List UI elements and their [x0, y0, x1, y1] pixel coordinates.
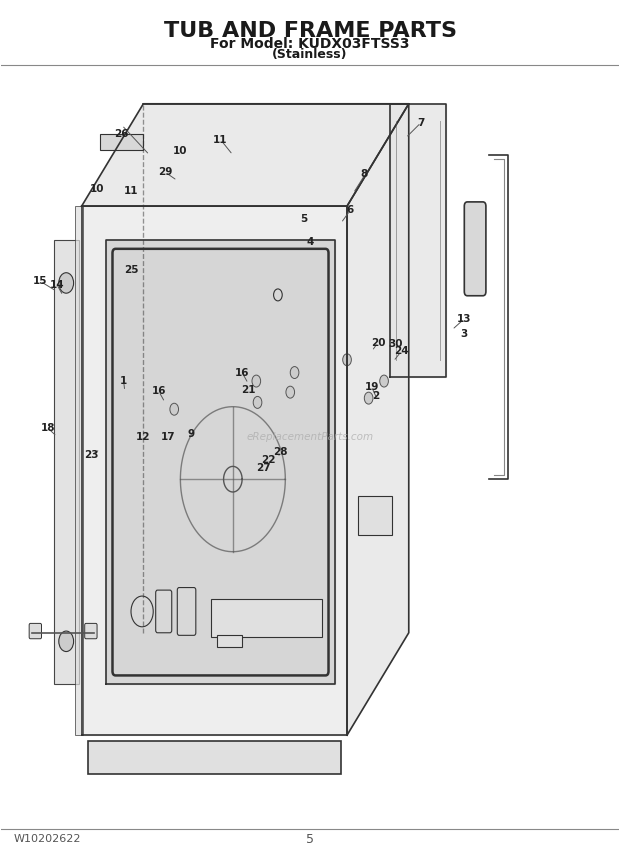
- Text: 13: 13: [457, 314, 472, 324]
- Text: 8: 8: [360, 169, 367, 179]
- Polygon shape: [82, 206, 347, 735]
- FancyBboxPatch shape: [29, 623, 42, 639]
- Bar: [76, 206, 83, 735]
- Text: 16: 16: [235, 367, 249, 377]
- Circle shape: [253, 396, 262, 408]
- Text: 15: 15: [33, 276, 48, 286]
- Text: (Stainless): (Stainless): [272, 48, 348, 61]
- Text: 22: 22: [261, 455, 275, 465]
- Text: 2: 2: [373, 390, 379, 401]
- FancyBboxPatch shape: [156, 590, 172, 633]
- Circle shape: [252, 375, 260, 387]
- Text: W10202622: W10202622: [14, 835, 81, 844]
- FancyBboxPatch shape: [85, 623, 97, 639]
- Polygon shape: [82, 104, 409, 206]
- Text: 17: 17: [161, 431, 175, 442]
- Polygon shape: [390, 104, 446, 377]
- Circle shape: [365, 392, 373, 404]
- Circle shape: [59, 273, 74, 294]
- Text: 5: 5: [300, 214, 308, 224]
- Text: 11: 11: [124, 186, 138, 196]
- Text: 30: 30: [388, 339, 402, 349]
- Circle shape: [379, 375, 388, 387]
- Text: For Model: KUDX03FTSS3: For Model: KUDX03FTSS3: [210, 37, 410, 51]
- Text: 6: 6: [347, 205, 354, 216]
- Bar: [218, 635, 242, 647]
- Text: 28: 28: [273, 447, 288, 457]
- Text: 1: 1: [120, 376, 127, 386]
- Circle shape: [170, 403, 179, 415]
- Text: 5: 5: [306, 833, 314, 846]
- Text: 14: 14: [50, 280, 64, 289]
- Text: 18: 18: [40, 423, 55, 433]
- Text: 10: 10: [173, 146, 188, 156]
- Text: 16: 16: [151, 386, 166, 396]
- Text: 29: 29: [157, 167, 172, 177]
- Circle shape: [273, 289, 282, 300]
- Circle shape: [131, 596, 153, 627]
- Circle shape: [59, 631, 74, 651]
- Text: TUB AND FRAME PARTS: TUB AND FRAME PARTS: [164, 21, 456, 41]
- Text: 3: 3: [461, 330, 468, 339]
- Text: 11: 11: [213, 134, 228, 145]
- Text: 27: 27: [257, 463, 271, 473]
- Text: 9: 9: [188, 429, 195, 439]
- Bar: [358, 496, 392, 535]
- Text: 12: 12: [136, 431, 151, 442]
- Text: 24: 24: [394, 346, 409, 356]
- Text: eReplacementParts.com: eReplacementParts.com: [246, 431, 374, 442]
- Circle shape: [343, 354, 352, 366]
- Circle shape: [290, 366, 299, 378]
- Polygon shape: [347, 104, 409, 735]
- Text: 20: 20: [371, 337, 385, 348]
- Text: 7: 7: [417, 117, 425, 128]
- Text: 4: 4: [306, 237, 314, 247]
- Text: 26: 26: [115, 128, 129, 139]
- Bar: [100, 134, 143, 150]
- Text: 10: 10: [90, 184, 104, 194]
- Circle shape: [286, 386, 294, 398]
- FancyBboxPatch shape: [177, 587, 196, 635]
- Polygon shape: [106, 241, 335, 684]
- FancyBboxPatch shape: [464, 202, 486, 296]
- Bar: [211, 598, 322, 637]
- Text: 19: 19: [365, 382, 379, 392]
- Text: 21: 21: [241, 384, 255, 395]
- Bar: [54, 241, 79, 684]
- Bar: [88, 741, 341, 774]
- Text: 23: 23: [84, 450, 98, 461]
- Text: 25: 25: [124, 265, 138, 275]
